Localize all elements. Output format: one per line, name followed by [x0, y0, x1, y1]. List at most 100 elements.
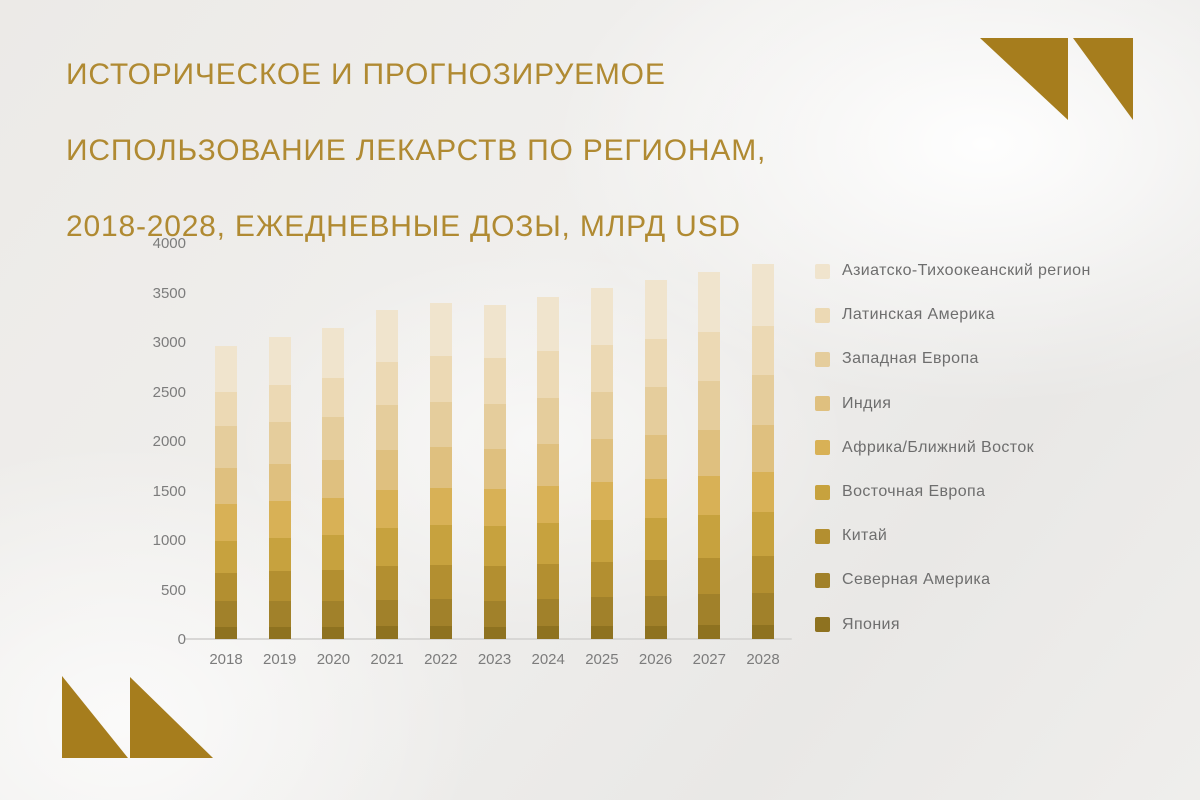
bar-segment: [644, 560, 667, 597]
x-axis-tick-label: 2025: [585, 651, 619, 668]
bar-segment: [376, 599, 399, 627]
bar-segment: [215, 572, 237, 602]
chart-title-line-3: 2018-2028, ЕЖЕДНЕВНЫЕ ДОЗЫ, МЛРД USD: [66, 210, 741, 243]
bar-segment: [322, 377, 345, 417]
bar-2026: [644, 280, 667, 639]
bar-segment: [537, 563, 560, 600]
legend-label: Восточная Европа: [842, 483, 986, 500]
bar-segment: [429, 525, 452, 565]
logo-triangle-icon: [1073, 38, 1133, 120]
bar-segment: [322, 534, 345, 570]
bar-segment: [644, 625, 667, 639]
bar-segment: [752, 374, 774, 426]
bar-segment: [483, 525, 506, 566]
bar-segment: [376, 362, 399, 406]
legend-item: Восточная Европа: [815, 483, 986, 500]
legend-label: Япония: [842, 615, 900, 633]
legend-swatch-icon: [815, 307, 830, 323]
bar-segment: [590, 392, 613, 440]
y-axis-tick-label: 2000: [152, 433, 186, 450]
logo-mark-bottom-left: [62, 676, 213, 758]
bar-segment: [268, 571, 291, 602]
y-axis-tick-label: 2500: [152, 383, 186, 401]
legend-item: Африка/Ближний Восток: [815, 439, 1034, 456]
bar-segment: [322, 328, 345, 378]
bar-segment: [644, 386, 667, 436]
y-axis-tick-label: 1000: [152, 532, 186, 549]
bar-2022: [429, 302, 452, 639]
bar-segment: [537, 599, 560, 627]
bar-segment: [590, 561, 613, 598]
legend-label: Азиатско-Тихоокеанский регион: [842, 262, 1091, 279]
bar-segment: [698, 475, 721, 515]
bar-segment: [752, 592, 774, 625]
bar-segment: [376, 566, 399, 600]
bar-segment: [376, 310, 399, 363]
bar-segment: [268, 626, 291, 639]
bar-segment: [537, 296, 560, 352]
x-axis-tick-label: 2028: [746, 651, 780, 668]
bar-segment: [483, 626, 506, 639]
bar-segment: [590, 287, 613, 345]
logo-triangle-icon: [980, 38, 1068, 120]
bar-segment: [698, 430, 721, 476]
bar-segment: [752, 472, 774, 512]
bar-2019: [268, 337, 291, 639]
y-axis-tick-label: 0: [177, 631, 186, 648]
bar-segment: [322, 600, 345, 627]
bar-segment: [537, 351, 560, 399]
bar-segment: [644, 280, 667, 339]
bar-segment: [322, 626, 345, 639]
bar-segment: [698, 594, 721, 626]
legend-swatch-icon: [815, 351, 830, 367]
x-axis-tick-label: 2020: [316, 651, 351, 668]
legend-item: Азиатско-Тихоокеанский регион: [815, 262, 1091, 279]
bar-segment: [483, 449, 506, 490]
bar-segment: [215, 626, 237, 639]
bar-segment: [483, 489, 506, 526]
x-axis-tick-label: 2027: [692, 651, 726, 668]
bar-segment: [268, 384, 291, 422]
x-axis-tick-label: 2019: [263, 651, 297, 668]
bar-segment: [698, 380, 721, 431]
bar-segment: [752, 325, 774, 375]
bar-segment: [429, 447, 452, 488]
bar-segment: [698, 625, 721, 639]
bar-segment: [215, 503, 237, 542]
bar-segment: [429, 401, 452, 448]
bar-2023: [483, 304, 506, 639]
x-axis-tick-label: 2022: [424, 651, 458, 668]
x-axis-tick-label: 2021: [370, 651, 404, 668]
bar-segment: [644, 435, 667, 480]
legend-item: Япония: [815, 615, 900, 633]
legend-swatch-icon: [815, 263, 830, 279]
bar-2027: [698, 272, 721, 639]
bar-segment: [429, 356, 452, 402]
bar-segment: [590, 519, 613, 562]
bar-segment: [483, 304, 506, 358]
legend-label: Северная Америка: [842, 571, 991, 589]
bar-2028: [752, 264, 774, 639]
legend-item: Северная Америка: [815, 571, 991, 589]
bar-segment: [215, 346, 237, 393]
bar-segment: [590, 482, 613, 520]
bar-segment: [268, 538, 291, 572]
bar-segment: [483, 565, 506, 601]
logo-mark-top-right: [980, 38, 1133, 120]
bar-segment: [752, 624, 774, 639]
bar-segment: [215, 392, 237, 427]
bar-segment: [644, 596, 667, 626]
bar-segment: [215, 426, 237, 468]
bar-segment: [752, 264, 774, 326]
bar-segment: [537, 626, 560, 639]
chart-title-line-1: ИСТОРИЧЕСКОЕ И ПРОГНОЗИРУЕМОЕ: [66, 58, 666, 91]
bar-segment: [590, 344, 613, 393]
bar-segment: [590, 439, 613, 483]
bar-segment: [429, 599, 452, 626]
bar-segment: [268, 500, 291, 539]
bar-2018: [215, 346, 237, 639]
bar-segment: [322, 497, 345, 535]
bar-segment: [429, 625, 452, 639]
legend-label: Западная Европа: [842, 350, 979, 368]
